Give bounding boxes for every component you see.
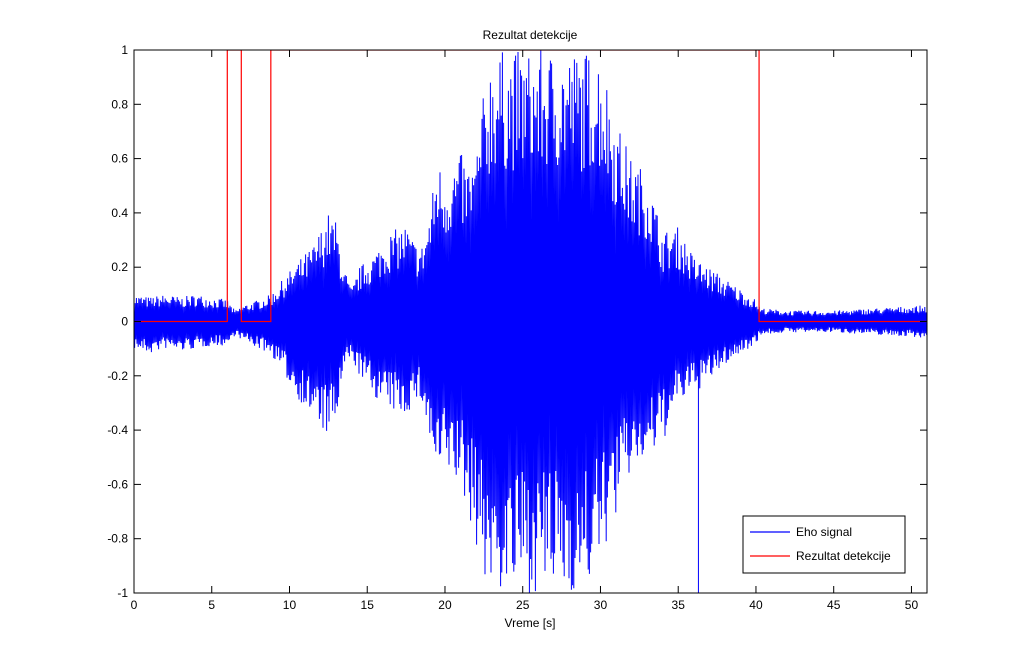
y-tick-label: 0.4: [111, 206, 128, 220]
x-tick-label: 40: [749, 598, 763, 612]
x-tick-label: 45: [827, 598, 841, 612]
x-axis: 0 5 10 15 20 25 30 35 40 45 50: [131, 50, 919, 612]
y-tick-label: -1: [117, 586, 128, 600]
y-tick-label: 0: [121, 315, 128, 329]
x-tick-label: 50: [905, 598, 919, 612]
y-axis: -1 -0.8 -0.6 -0.4 -0.2 0 0.2 0.4 0.6 0.8 1: [107, 43, 927, 600]
x-tick-label: 35: [672, 598, 686, 612]
y-tick-label: 0.6: [111, 152, 128, 166]
x-tick-label: 30: [594, 598, 608, 612]
y-tick-label: 1: [121, 43, 128, 57]
y-tick-label: 0.8: [111, 97, 128, 111]
x-tick-label: 0: [131, 598, 138, 612]
legend-label: Rezultat detekcije: [796, 549, 891, 563]
plot-area: [134, 50, 927, 593]
legend-box: [742, 515, 906, 574]
chart-title: Rezultat detekcije: [483, 28, 578, 42]
x-tick-label: 25: [516, 598, 530, 612]
y-tick-label: -0.2: [107, 369, 128, 383]
x-tick-label: 10: [283, 598, 297, 612]
series-rezultat-detekcije-line: [134, 50, 927, 323]
legend-label: Eho signal: [796, 525, 852, 539]
x-tick-label: 5: [208, 598, 215, 612]
y-tick-label: 0.2: [111, 260, 128, 274]
x-axis-label: Vreme [s]: [505, 616, 556, 630]
x-tick-label: 20: [438, 598, 452, 612]
y-tick-label: -0.8: [107, 532, 128, 546]
series-eho-signal-line: [134, 50, 927, 593]
x-tick-label: 15: [361, 598, 375, 612]
y-tick-label: -0.6: [107, 477, 128, 491]
y-tick-label: -0.4: [107, 423, 128, 437]
legend: Eho signal Rezultat detekcije: [742, 515, 906, 574]
